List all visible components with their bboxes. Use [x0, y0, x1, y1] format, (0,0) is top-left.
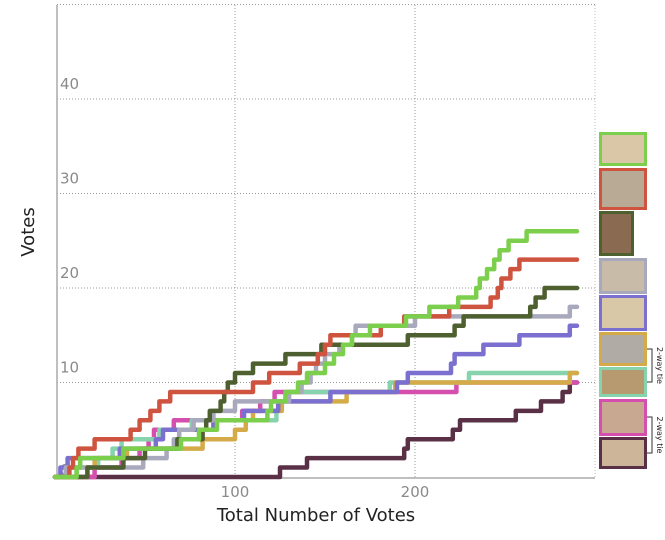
series-line-purple: [52, 323, 580, 480]
legend-thumbnail-dark-maroon[interactable]: [599, 437, 647, 469]
series-line-teal: [52, 370, 580, 480]
tie-label: 2-way tie: [655, 417, 664, 454]
tie-bracket: [647, 416, 653, 454]
legend-thumbnail-red[interactable]: [599, 168, 647, 210]
tie-label: 2-way tie: [655, 347, 664, 384]
y-tick-label: 20: [60, 264, 79, 282]
y-tick-label: 30: [60, 170, 79, 188]
legend-thumbnail-green[interactable]: [599, 132, 647, 166]
y-tick-label: 10: [60, 359, 79, 377]
x-tick-label: 200: [401, 483, 430, 501]
grid: [57, 4, 595, 478]
y-axis-label: Votes: [18, 207, 39, 256]
legend-thumbnail-magenta[interactable]: [599, 399, 647, 436]
legend-thumbnail-gold[interactable]: [599, 332, 647, 366]
x-axis-label: Total Number of Votes: [216, 505, 415, 526]
tie-bracket: [647, 348, 653, 383]
legend-thumbnail-teal[interactable]: [599, 367, 647, 397]
legend-thumbnail-purple[interactable]: [599, 295, 647, 331]
x-tick-label: 100: [221, 483, 250, 501]
legend-thumbnail-gray[interactable]: [599, 258, 647, 294]
series-line-gold: [52, 370, 580, 480]
series-line-dark-maroon: [52, 380, 580, 480]
series-line-red: [52, 257, 580, 480]
legend-thumbnail-dark-olive[interactable]: [599, 211, 634, 256]
y-tick-label: 40: [60, 75, 79, 93]
series-line-green: [52, 229, 580, 480]
